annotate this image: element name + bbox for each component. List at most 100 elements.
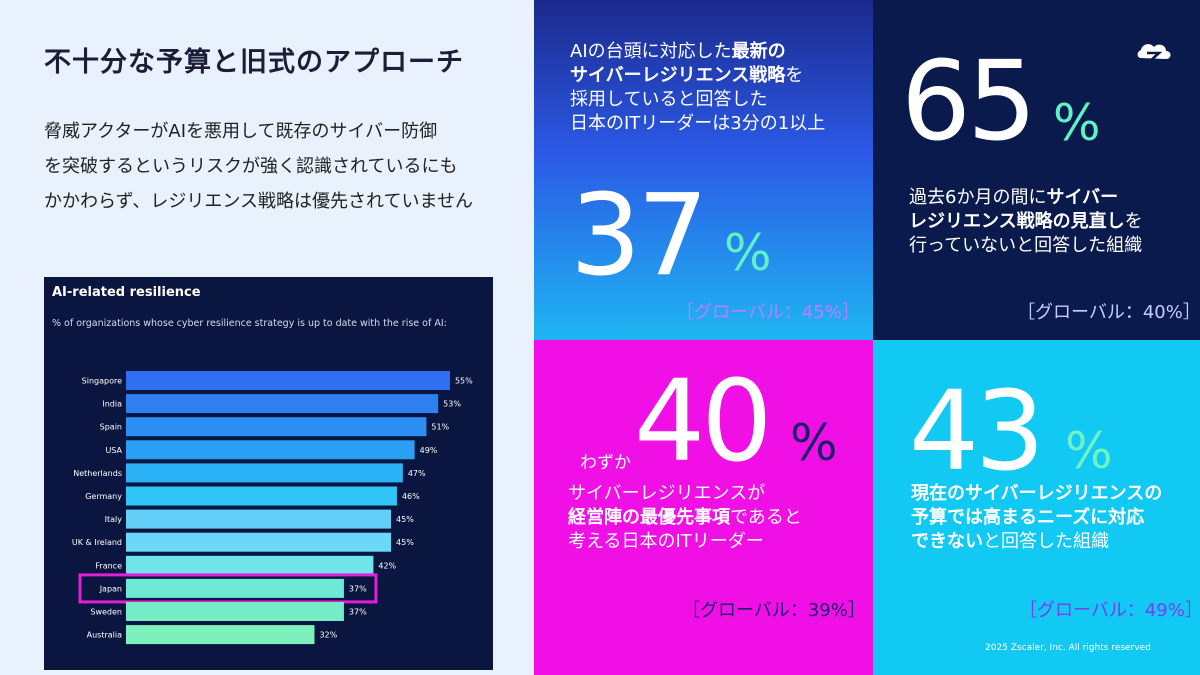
category-label: Germany xyxy=(85,492,122,501)
panel-text-line: AIの台頭に対応した最新の xyxy=(570,40,825,64)
bar xyxy=(126,463,403,483)
value-label: 37% xyxy=(349,584,367,593)
bar xyxy=(126,602,344,621)
panel-text-line: サイバーレジリエンスが xyxy=(568,482,802,506)
bar-chart: AI-related resilience % of organizations… xyxy=(44,277,493,670)
panel-text: サイバーレジリエンスが 経営陣の最優先事項であると 考える日本のITリーダー xyxy=(568,482,802,554)
body-text: と回答した組織 xyxy=(983,531,1109,552)
body-text: 過去6か月の間に xyxy=(909,187,1047,208)
bar xyxy=(126,509,392,529)
global-comparison: ［グローバル：39%］ xyxy=(682,600,866,621)
body-text: 考える日本のITリーダー xyxy=(568,531,764,552)
emphasis-text: サイバー xyxy=(1046,187,1119,208)
panel-text-line: 経営陣の最優先事項であると xyxy=(568,506,802,530)
bar xyxy=(126,625,315,645)
left-section: 不十分な予算と旧式のアプローチ 脅威アクターがAIを悪用して既存のサイバー防御 … xyxy=(0,0,534,675)
highlight-box xyxy=(78,573,378,604)
category-label: UK & Ireland xyxy=(72,538,122,547)
stat-panel-43: 43 % 現在のサイバーレジリエンスの 予算では高まるニーズに対応 できないと回答し… xyxy=(873,340,1200,675)
body-text: 採用していると回答した xyxy=(570,89,768,110)
stat-panel-37: AIの台頭に対応した最新の サイバーレジリエンス戦略を 採用していると回答した 日本の… xyxy=(534,0,873,340)
category-label: India xyxy=(102,400,122,409)
percent-sign: % xyxy=(1053,94,1101,152)
bar xyxy=(126,417,427,437)
body-text: であると xyxy=(730,507,802,528)
stat-number: 43 xyxy=(909,367,1045,495)
bar xyxy=(126,440,415,460)
value-label: 37% xyxy=(349,608,367,617)
emphasis-text: サイバーレジリエンス戦略 xyxy=(570,65,786,86)
category-label: Australia xyxy=(87,631,122,640)
stat-panel-40: わずか 40 % サイバーレジリエンスが 経営陣の最優先事項であると 考える日本のI… xyxy=(534,340,873,675)
page-description: 脅威アクターがAIを悪用して既存のサイバー防御 を突破するというリスクが強く認識… xyxy=(44,114,514,219)
value-label: 49% xyxy=(420,446,438,455)
panel-text-line: 現在のサイバーレジリエンスの xyxy=(911,482,1162,506)
panel-text-line: 過去6か月の間にサイバー xyxy=(909,186,1143,210)
emphasis-text: 予算では高まるニーズに対応 xyxy=(911,507,1145,528)
category-label: Italy xyxy=(105,515,123,524)
emphasis-text: 経営陣の最優先事項 xyxy=(568,507,730,528)
panel-text-line: サイバーレジリエンス戦略を xyxy=(570,64,825,88)
body-text: サイバーレジリエンスが xyxy=(568,483,766,504)
category-label: Japan xyxy=(99,584,122,593)
body-text: 日本のITリーダーは3分の1以上 xyxy=(570,113,826,134)
copyright-text: 2025 Zscaler, Inc. All rights reserved xyxy=(985,643,1151,653)
emphasis-text: 最新の xyxy=(731,41,786,62)
panel-text-line: 日本のITリーダーは3分の1以上 xyxy=(570,112,825,136)
stat-prefix: わずか xyxy=(580,453,631,473)
bar xyxy=(126,394,439,414)
bar xyxy=(126,532,392,552)
panel-text-line: 採用していると回答した xyxy=(570,88,825,112)
percent-sign: % xyxy=(1065,422,1113,480)
stat-number: 37 xyxy=(570,171,709,301)
value-label: 55% xyxy=(455,377,473,386)
global-comparison: ［グローバル：49%］ xyxy=(1019,600,1200,621)
value-label: 45% xyxy=(396,538,414,547)
global-comparison: ［グローバル：40%］ xyxy=(1017,302,1200,323)
panel-text-line: 考える日本のITリーダー xyxy=(568,530,802,554)
bar xyxy=(126,578,344,598)
panel-text-line: レジリエンス戦略の見直しを xyxy=(909,210,1143,234)
value-label: 46% xyxy=(402,492,420,501)
stat-number: 65 xyxy=(901,37,1037,165)
category-label: USA xyxy=(105,446,122,455)
bar xyxy=(126,555,374,575)
value-label: 42% xyxy=(378,561,396,570)
stat-number: 40 xyxy=(634,357,773,487)
emphasis-text: 現在のサイバーレジリエンスの xyxy=(911,483,1163,504)
panel-text-line: できないと回答した組織 xyxy=(911,530,1162,554)
bar xyxy=(126,371,450,390)
body-text: 行っていないと回答した組織 xyxy=(909,235,1143,256)
page-title: 不十分な予算と旧式のアプローチ xyxy=(44,47,464,78)
panel-text: AIの台頭に対応した最新の サイバーレジリエンス戦略を 採用していると回答した 日本の… xyxy=(570,40,825,136)
chart-title: AI-related resilience xyxy=(52,285,201,300)
stat-panel-65: 65 % 過去6か月の間にサイバー レジリエンス戦略の見直しを 行っていないと回答し… xyxy=(873,0,1200,340)
category-label: Netherlands xyxy=(73,469,122,478)
value-label: 53% xyxy=(443,400,461,409)
body-text: AIの台頭に対応した xyxy=(570,41,732,62)
category-label: Spain xyxy=(100,423,122,432)
zscaler-logo-icon xyxy=(1137,44,1171,64)
description-line: 脅威アクターがAIを悪用して既存のサイバー防御 xyxy=(44,121,438,142)
body-text: を xyxy=(1124,211,1143,232)
bar-chart-plot: Singapore 55% India 53% Spain 51% USA 49% Nether… xyxy=(72,371,473,645)
panel-text-line: 行っていないと回答した組織 xyxy=(909,234,1143,258)
body-text: を xyxy=(785,65,804,86)
percent-sign: % xyxy=(790,414,838,472)
description-line: かかわらず、レジリエンス戦略は優先されていません xyxy=(44,191,473,212)
category-label: Singapore xyxy=(82,377,122,386)
panel-text-line: 予算では高まるニーズに対応 xyxy=(911,506,1162,530)
emphasis-text: できない xyxy=(911,531,983,552)
value-label: 51% xyxy=(431,423,449,432)
panel-text: 過去6か月の間にサイバー レジリエンス戦略の見直しを 行っていないと回答した組織 xyxy=(909,186,1143,258)
category-label: France xyxy=(95,561,122,570)
panel-text: 現在のサイバーレジリエンスの 予算では高まるニーズに対応 できないと回答した組織 xyxy=(911,482,1162,554)
category-label: Sweden xyxy=(90,608,122,617)
chart-subtitle: % of organizations whose cyber resilienc… xyxy=(52,318,447,329)
value-label: 32% xyxy=(319,631,337,640)
global-comparison: ［グローバル：45%］ xyxy=(676,302,860,323)
value-label: 45% xyxy=(396,515,414,524)
bar xyxy=(126,486,397,506)
percent-sign: % xyxy=(724,224,772,282)
value-label: 47% xyxy=(408,469,426,478)
